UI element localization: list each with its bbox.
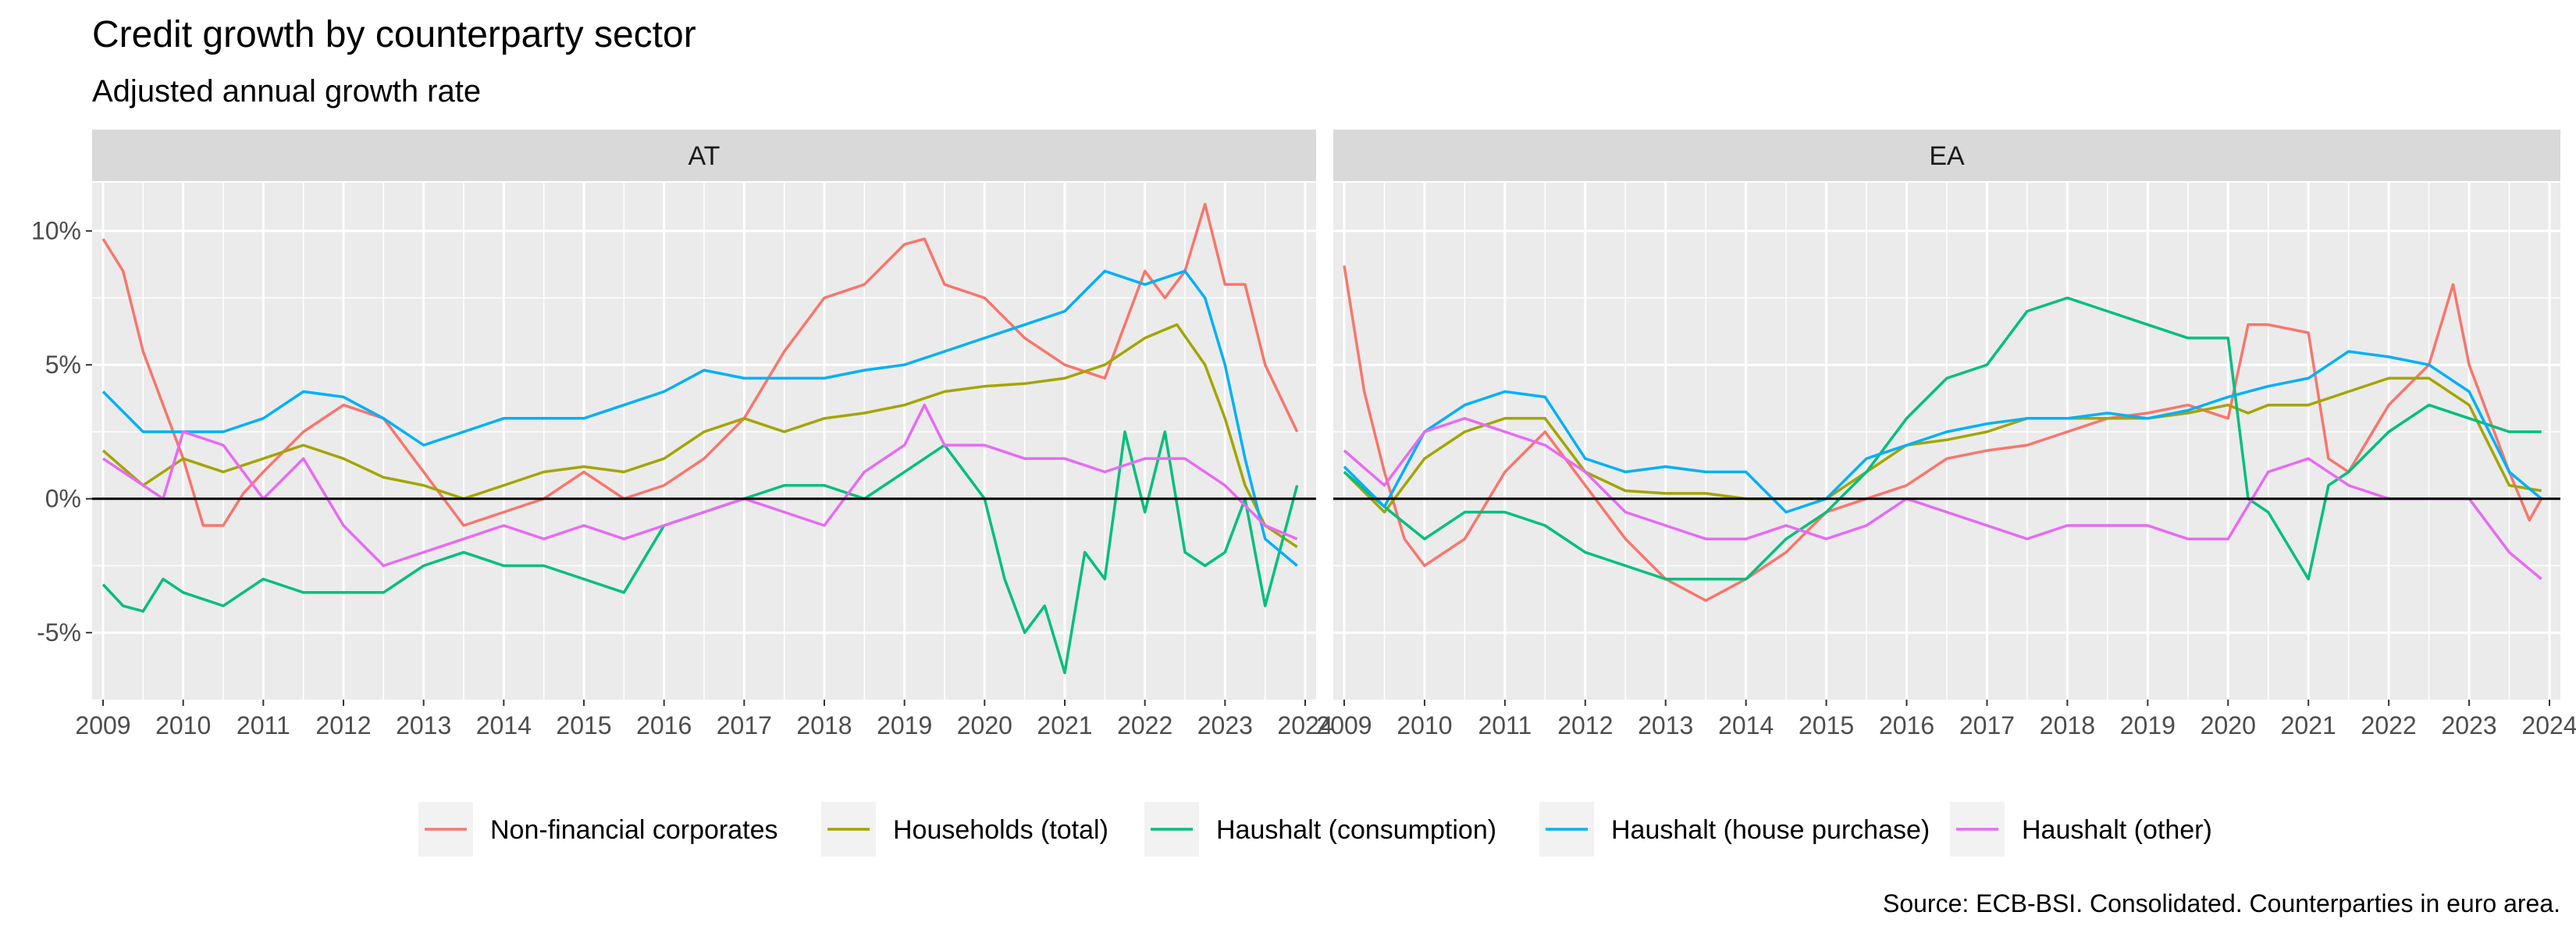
x-tick-label: 2011 bbox=[1478, 711, 1532, 739]
x-tick-label: 2013 bbox=[1638, 711, 1693, 739]
legend-label: Households (total) bbox=[893, 815, 1108, 845]
x-tick-label: 2015 bbox=[1799, 711, 1854, 739]
series-line-4 bbox=[101, 269, 1298, 567]
x-tick-label: 2009 bbox=[1316, 711, 1372, 739]
x-tick-label: 2016 bbox=[1879, 711, 1934, 739]
x-tick-label: 2018 bbox=[2040, 711, 2095, 739]
x-tick-label: 2020 bbox=[957, 711, 1012, 739]
x-tick-label: 2014 bbox=[476, 711, 532, 739]
chart-subtitle: Adjusted annual growth rate bbox=[92, 74, 481, 109]
series-line-5 bbox=[1343, 417, 2542, 580]
y-tick-label: 0% bbox=[45, 485, 81, 513]
x-tick-label: 2012 bbox=[315, 711, 371, 739]
series-line-1 bbox=[101, 202, 1299, 527]
x-tick-label: 2019 bbox=[2120, 711, 2176, 739]
x-tick-label: 2010 bbox=[155, 711, 211, 739]
x-tick-label: 2018 bbox=[796, 711, 852, 739]
x-tick-label: 2024 bbox=[1277, 711, 1332, 739]
x-tick-label: 2009 bbox=[75, 711, 130, 739]
series-line-3 bbox=[1343, 296, 2542, 581]
x-tick-label: 2017 bbox=[717, 711, 772, 739]
legend-item: Haushalt (consumption) bbox=[1144, 802, 1496, 857]
x-tick-label: 2023 bbox=[1197, 711, 1253, 739]
facet-panels: AT 2009 2010 2011 2012 2013 2014 2015 2016 2017 20… bbox=[31, 130, 2576, 739]
x-tick-label: 2010 bbox=[1397, 711, 1452, 739]
legend-item: Households (total) bbox=[821, 802, 1108, 857]
x-tick-label: 2024 bbox=[2521, 711, 2576, 739]
legend-label: Haushalt (house purchase) bbox=[1611, 815, 1930, 845]
y-tick-label: 10% bbox=[31, 217, 81, 245]
x-tick-label: 2022 bbox=[2361, 711, 2417, 739]
legend-item: Non-financial corporates bbox=[418, 802, 778, 857]
legend-label: Non-financial corporates bbox=[490, 815, 778, 845]
series-line-2 bbox=[1343, 376, 2542, 514]
x-tick-label: 2021 bbox=[2281, 711, 2336, 739]
legend-label: Haushalt (consumption) bbox=[1216, 815, 1496, 845]
y-tick-label: -5% bbox=[37, 618, 81, 647]
series-line-3 bbox=[101, 430, 1299, 675]
x-tick-label: 2014 bbox=[1718, 711, 1774, 739]
legend-label: Haushalt (other) bbox=[2022, 815, 2212, 845]
x-tick-label: 2017 bbox=[1959, 711, 2015, 739]
legend: Non-financial corporates Households (tota… bbox=[418, 802, 2212, 857]
x-tick-label: 2012 bbox=[1557, 711, 1613, 739]
x-tick-label: 2021 bbox=[1037, 711, 1092, 739]
facet-panel-ea: EA 2009 2010 2011 2012 2013 2014 2015 2016 2017 20… bbox=[1316, 130, 2576, 739]
facet-strip bbox=[1333, 130, 2560, 181]
legend-item: Haushalt (other) bbox=[1950, 802, 2212, 857]
x-tick-label: 2011 bbox=[237, 711, 290, 739]
series-line-5 bbox=[102, 403, 1298, 568]
x-tick-label: 2020 bbox=[2201, 711, 2256, 739]
x-tick-label: 2015 bbox=[556, 711, 611, 739]
x-tick-label: 2023 bbox=[2441, 711, 2496, 739]
facet-panel-at: AT 2009 2010 2011 2012 2013 2014 2015 2016 2017 20… bbox=[31, 130, 1333, 739]
legend-item: Haushalt (house purchase) bbox=[1539, 802, 1930, 857]
series-line-1 bbox=[1343, 265, 2543, 602]
x-tick-label: 2013 bbox=[396, 711, 451, 739]
series-line-2 bbox=[101, 323, 1298, 548]
x-tick-label: 2016 bbox=[636, 711, 692, 739]
y-tick-label: 5% bbox=[45, 351, 81, 379]
chart-caption: Source: ECB-BSI. Consolidated. Counterpa… bbox=[1883, 889, 2560, 917]
x-tick-label: 2022 bbox=[1117, 711, 1172, 739]
chart-title: Credit growth by counterparty sector bbox=[92, 14, 696, 55]
facet-strip bbox=[92, 130, 1316, 181]
facet-strip-label: AT bbox=[688, 141, 720, 171]
x-tick-label: 2019 bbox=[877, 711, 932, 739]
facet-strip-label: EA bbox=[1929, 141, 1965, 171]
series-line-4 bbox=[1343, 350, 2542, 514]
